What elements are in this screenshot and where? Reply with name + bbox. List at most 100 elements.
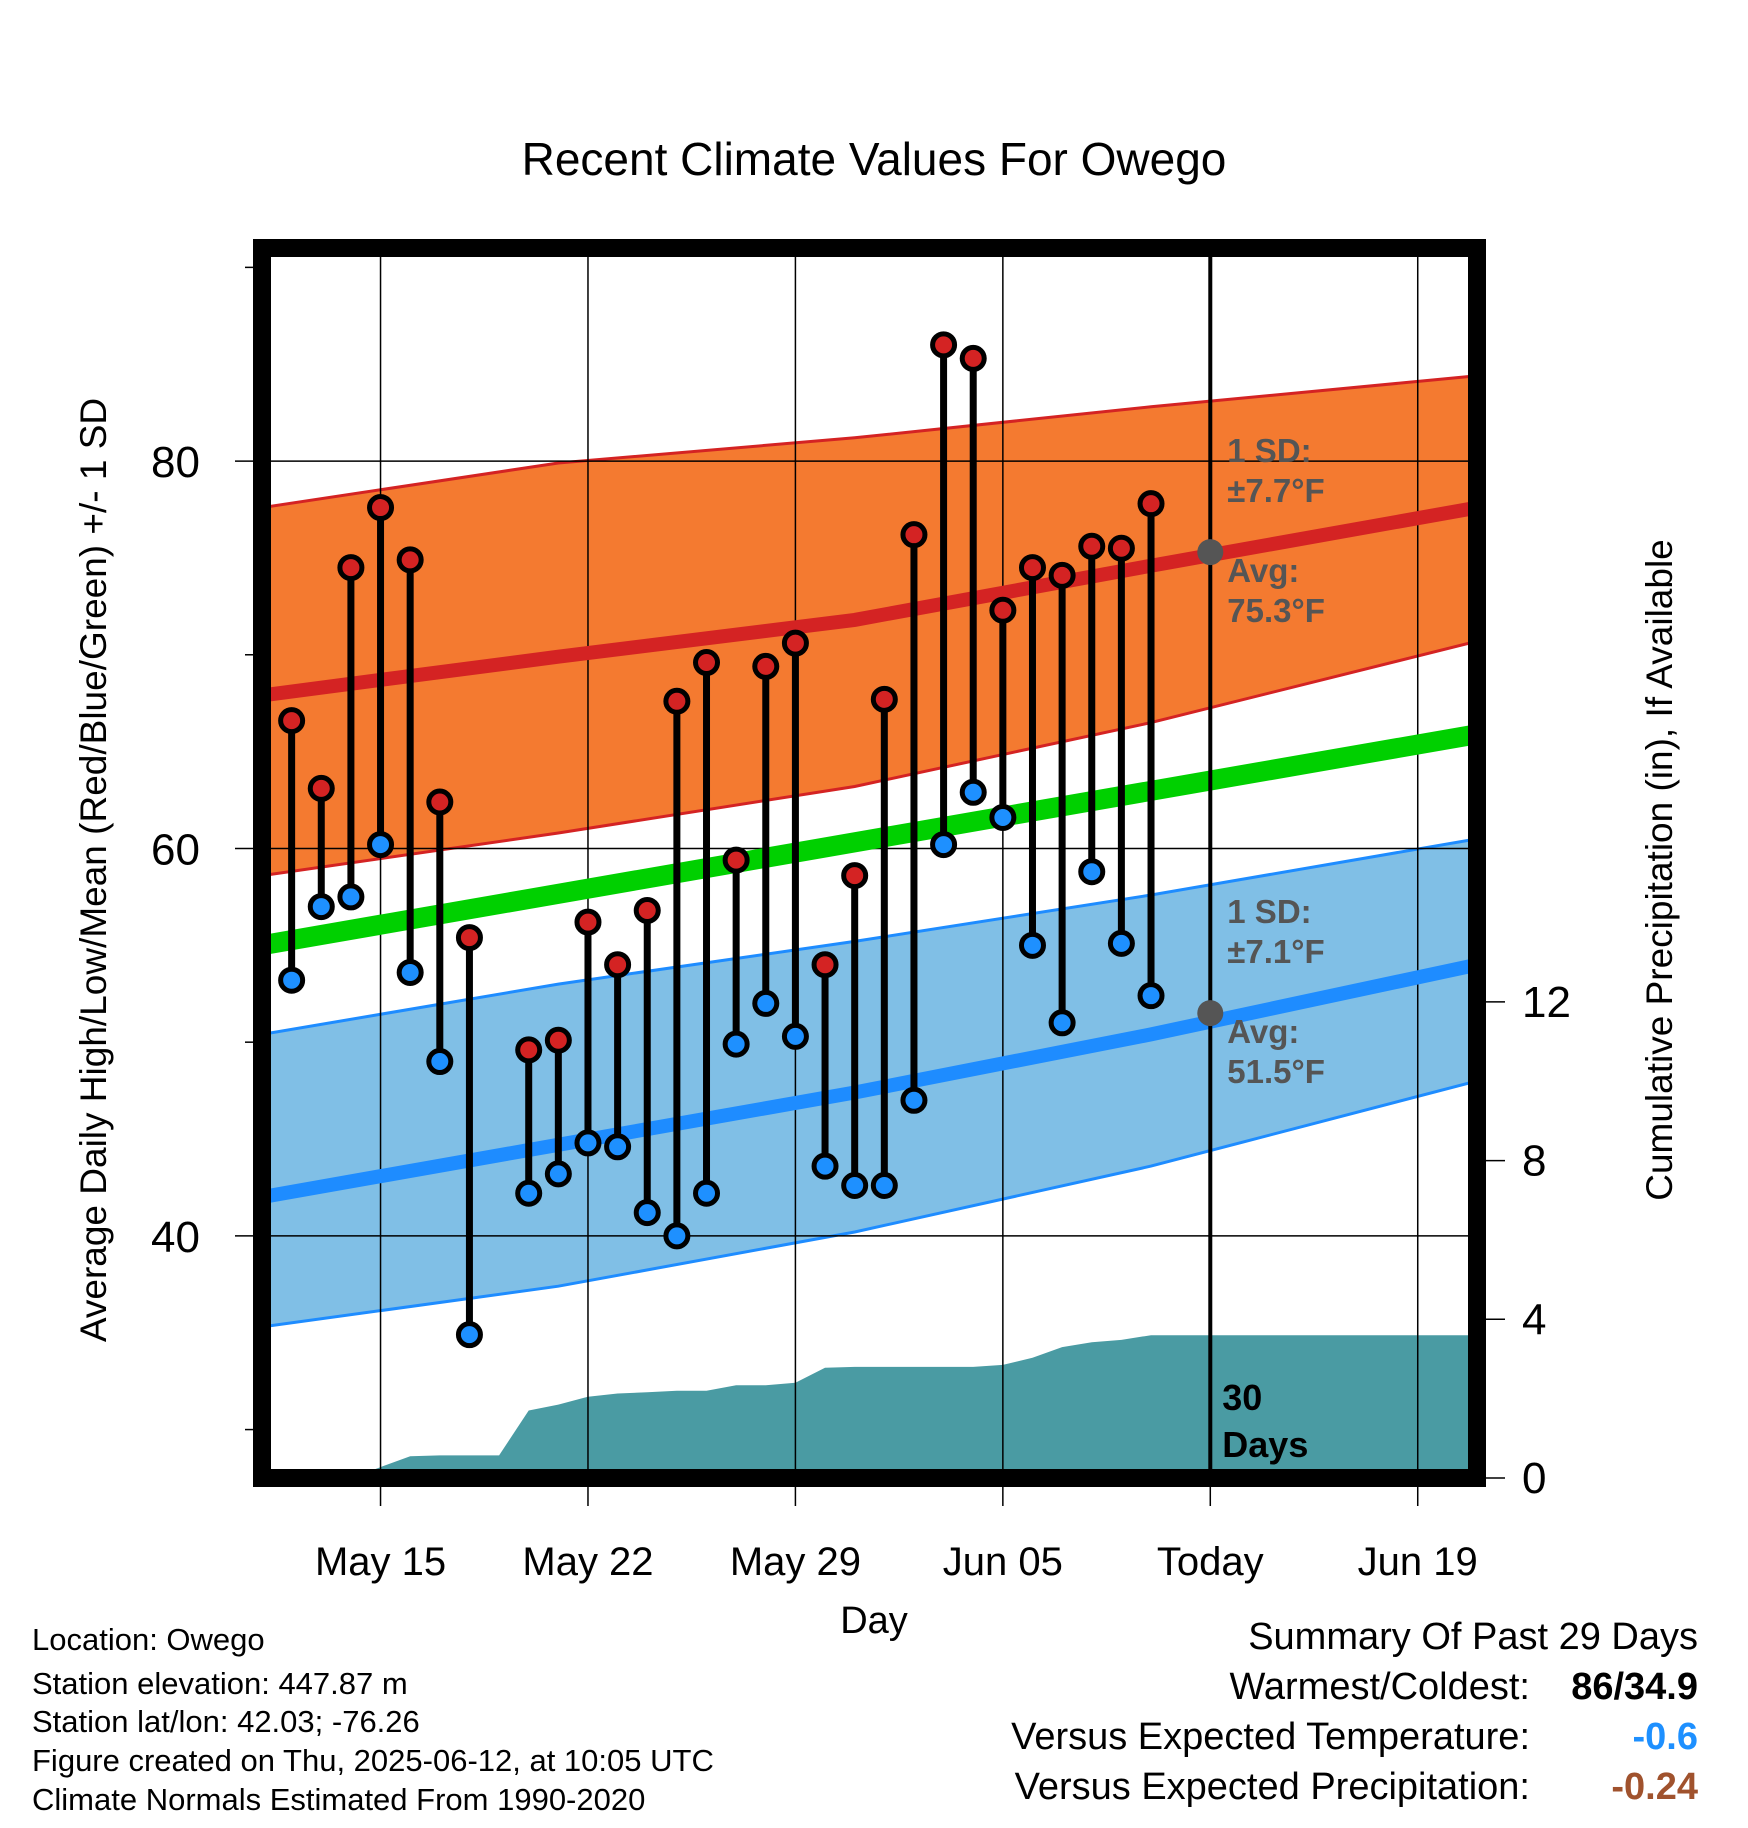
daily-high-point	[930, 331, 958, 359]
daily-low-point	[693, 1179, 721, 1207]
left-y-tick-label: 80	[151, 438, 200, 487]
today-days-label: 30	[1222, 1377, 1262, 1418]
left-y-tick-label: 60	[151, 825, 200, 874]
daily-high-point	[1048, 561, 1076, 589]
daily-high-point	[367, 494, 395, 522]
daily-high-point	[1170, 0, 1192, 11]
low-band-lower-edge	[262, 1079, 1477, 1329]
plot-frame	[253, 239, 1486, 1487]
info-latlon: Station lat/lon: 42.03; -76.26	[32, 1704, 420, 1739]
daily-low-point	[426, 1048, 454, 1076]
daily-low-point	[781, 1022, 809, 1050]
cumulative-precip-area	[350, 1335, 1477, 1478]
daily-low-point	[515, 1179, 543, 1207]
left-y-tick-label: 40	[151, 1213, 200, 1262]
daily-low-point	[722, 1030, 750, 1058]
high-avg-value: 75.3°F	[1227, 592, 1325, 629]
normal-mean-line	[262, 724, 1477, 956]
info-normals: Climate Normals Estimated From 1990-2020	[32, 1782, 646, 1817]
low-avg-value: 51.5°F	[1227, 1053, 1325, 1090]
daily-high-point	[1018, 554, 1046, 582]
daily-low-point	[1170, 0, 1192, 11]
daily-high-point	[663, 687, 691, 715]
summary-precip-row: Versus Expected Precipitation: -0.24	[1011, 1762, 1698, 1812]
today-low-avg-marker	[1197, 1000, 1224, 1027]
daily-low-point	[307, 893, 335, 921]
x-axis-label: Day	[840, 1600, 908, 1642]
right-y-tick-label: 0	[1522, 1454, 1546, 1503]
info-location: Location: Owego	[32, 1622, 265, 1657]
daily-high-point	[1137, 490, 1165, 518]
daily-high-point	[693, 649, 721, 677]
temp-deviation-label: Versus Expected Temperature:	[1011, 1716, 1530, 1758]
right-y-tick-label: 12	[1522, 978, 1571, 1027]
info-elevation: Station elevation: 447.87 m	[32, 1666, 408, 1701]
daily-low-point	[337, 883, 365, 911]
daily-low-point	[367, 831, 395, 859]
daily-high-point	[781, 629, 809, 657]
daily-low-point	[604, 1133, 632, 1161]
daily-high-point	[752, 652, 780, 680]
daily-high-point	[811, 951, 839, 979]
daily-low-point	[841, 1172, 869, 1200]
daily-low-point	[959, 778, 987, 806]
daily-high-point	[841, 862, 869, 890]
high-avg-label: Avg:	[1227, 552, 1299, 589]
daily-high-point	[722, 846, 750, 874]
daily-high-point	[959, 344, 987, 372]
today-days-label: Days	[1222, 1424, 1308, 1465]
x-tick-label: May 22	[522, 1540, 653, 1584]
daily-low-point	[930, 831, 958, 859]
right-y-axis-label: Cumulative Precipitation (in), If Availa…	[1639, 539, 1680, 1201]
daily-low-point	[1107, 929, 1135, 957]
daily-high-point	[544, 1026, 572, 1054]
today-high-avg-marker	[1197, 539, 1224, 566]
high-sd-band	[262, 375, 1477, 876]
info-created: Figure created on Thu, 2025-06-12, at 10…	[32, 1743, 714, 1778]
daily-high-point	[515, 1036, 543, 1064]
daily-high-point	[900, 521, 928, 549]
low-sd-value: ±7.1°F	[1227, 933, 1324, 970]
low-avg-label: Avg:	[1227, 1013, 1299, 1050]
chart-title: Recent Climate Values For Owego	[522, 133, 1227, 185]
daily-high-point	[455, 924, 483, 952]
daily-low-point	[544, 1160, 572, 1188]
high-sd-label: 1 SD:	[1227, 432, 1311, 469]
summary-panel: Summary Of Past 29 Days Warmest/Coldest:…	[1011, 1612, 1698, 1812]
daily-low-point	[900, 1086, 928, 1114]
daily-high-point	[1078, 532, 1106, 560]
x-tick-label: May 29	[730, 1540, 861, 1584]
daily-high-point	[396, 546, 424, 574]
daily-high-point	[633, 896, 661, 924]
summary-title: Summary Of Past 29 Days	[1248, 1616, 1698, 1658]
daily-low-point	[633, 1199, 661, 1227]
precip-deviation-label: Versus Expected Precipitation:	[1014, 1766, 1530, 1808]
daily-high-point	[1107, 534, 1135, 562]
daily-high-point	[574, 908, 602, 936]
daily-low-point	[989, 803, 1017, 831]
daily-low-point	[1018, 931, 1046, 959]
daily-high-point	[604, 951, 632, 979]
daily-low-point	[870, 1172, 898, 1200]
daily-low-point	[811, 1152, 839, 1180]
x-tick-label: Jun 19	[1358, 1540, 1478, 1584]
daily-high-point	[337, 554, 365, 582]
right-y-tick-label: 4	[1522, 1295, 1546, 1344]
daily-low-point	[455, 1321, 483, 1349]
daily-high-point	[278, 707, 306, 735]
summary-warm-cold-row: Warmest/Coldest: 86/34.9	[1011, 1662, 1698, 1712]
high-sd-value: ±7.7°F	[1227, 472, 1324, 509]
daily-low-point	[396, 958, 424, 986]
x-tick-label: Today	[1157, 1540, 1264, 1584]
temp-deviation-value: -0.6	[1632, 1716, 1698, 1758]
low-sd-label: 1 SD:	[1227, 893, 1311, 930]
x-tick-label: Jun 05	[943, 1540, 1063, 1584]
normal-high-line	[262, 500, 1477, 703]
warm-cold-value: 86/34.9	[1571, 1666, 1698, 1708]
precip-deviation-value: -0.24	[1611, 1766, 1698, 1808]
left-y-axis-label: Average Daily High/Low/Mean (Red/Blue/Gr…	[73, 398, 114, 1342]
daily-low-point	[663, 1222, 691, 1250]
daily-high-point	[870, 685, 898, 713]
